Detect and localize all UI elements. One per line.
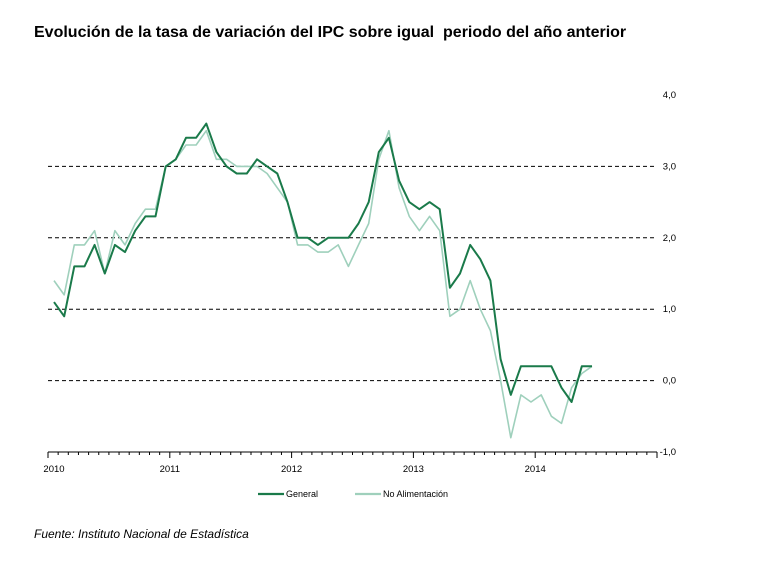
- y-tick-label: -1,0: [660, 447, 676, 458]
- series-line-no-alimentacion: [53, 129, 593, 439]
- legend-general-label: General: [286, 489, 318, 499]
- legend-no-alimentacion-label: No Alimentación: [383, 489, 448, 499]
- y-tick-label: 2,0: [663, 233, 676, 244]
- series-lines: [53, 122, 593, 439]
- x-tick-label: 2012: [281, 464, 302, 475]
- y-tick-label: 0,0: [663, 376, 676, 387]
- legend: General No Alimentación: [258, 489, 448, 499]
- x-tick-label: 2013: [403, 464, 424, 475]
- y-tick-label: 1,0: [663, 304, 676, 315]
- x-tick-label: 2010: [43, 464, 64, 475]
- y-tick-label: 4,0: [663, 90, 676, 101]
- series-line-general: [53, 122, 592, 403]
- x-tick-label: 2014: [525, 464, 546, 475]
- y-tick-label: 3,0: [663, 161, 676, 172]
- line-chart: 2010 2011 2012 2013 2014 4,0 3,0 2,0 1,0 0,0 -1,0…: [43, 90, 676, 499]
- source-note: Fuente: Instituto Nacional de Estadístic…: [34, 527, 249, 541]
- y-axis-labels: 4,0 3,0 2,0 1,0 0,0 -1,0: [660, 90, 676, 458]
- x-axis: 2010 2011 2012 2013 2014: [43, 451, 658, 475]
- gridlines: [48, 165, 657, 382]
- x-tick-label: 2011: [160, 464, 180, 475]
- chart-title: Evolución de la tasa de variación del IP…: [34, 24, 627, 41]
